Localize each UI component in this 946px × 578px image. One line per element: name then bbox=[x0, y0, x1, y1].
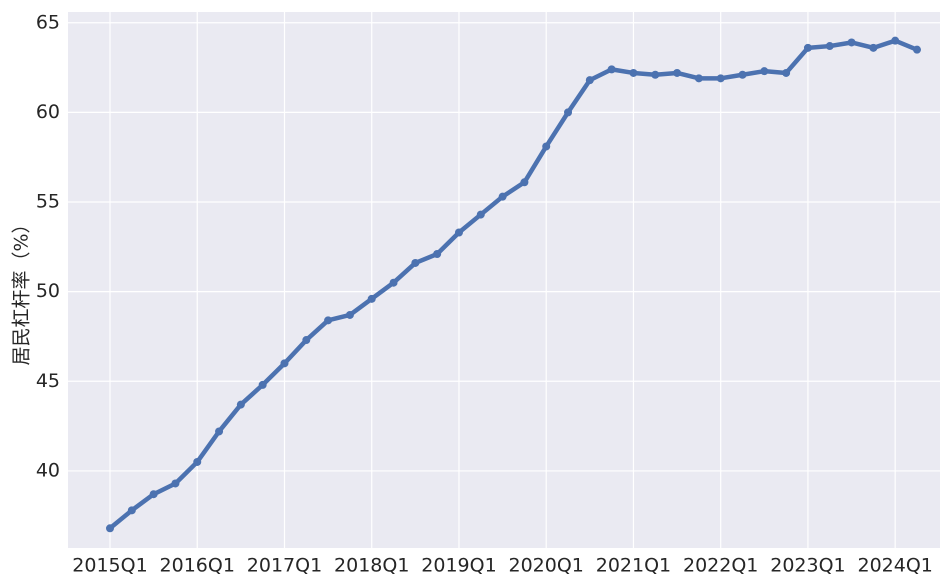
x-tick-label: 2017Q1 bbox=[247, 555, 322, 577]
y-tick-label: 65 bbox=[36, 11, 60, 33]
point bbox=[215, 427, 224, 436]
point bbox=[520, 178, 529, 187]
y-tick-label: 40 bbox=[36, 459, 60, 481]
plot-area bbox=[68, 12, 940, 548]
point bbox=[673, 68, 682, 77]
point bbox=[629, 68, 638, 77]
point bbox=[847, 38, 856, 47]
point bbox=[324, 316, 333, 325]
y-tick-label: 60 bbox=[36, 101, 60, 123]
point bbox=[869, 43, 878, 52]
point bbox=[106, 524, 114, 533]
point bbox=[258, 380, 267, 389]
x-tick-label: 2015Q1 bbox=[72, 555, 147, 577]
x-tick-label: 2024Q1 bbox=[857, 555, 932, 577]
point bbox=[236, 400, 245, 409]
x-tick-label: 2022Q1 bbox=[683, 555, 758, 577]
point bbox=[825, 42, 834, 51]
point bbox=[803, 43, 812, 52]
y-tick-label: 50 bbox=[36, 280, 60, 302]
y-tick-label: 45 bbox=[36, 370, 60, 392]
point bbox=[476, 210, 485, 219]
point bbox=[280, 359, 289, 368]
x-tick-label: 2016Q1 bbox=[160, 555, 235, 577]
x-tick-label: 2023Q1 bbox=[770, 555, 845, 577]
point bbox=[564, 108, 573, 117]
x-tick-label: 2021Q1 bbox=[596, 555, 671, 577]
x-tick-label: 2019Q1 bbox=[421, 555, 496, 577]
point bbox=[738, 70, 747, 79]
point bbox=[585, 76, 594, 85]
point bbox=[345, 310, 354, 319]
point bbox=[127, 506, 136, 515]
point bbox=[542, 142, 551, 151]
point bbox=[411, 258, 420, 267]
y-axis-label: 居民杠杆率（%） bbox=[11, 214, 33, 365]
point bbox=[433, 250, 442, 259]
point bbox=[367, 294, 376, 303]
point bbox=[498, 192, 507, 201]
point bbox=[193, 457, 202, 466]
point bbox=[694, 74, 703, 83]
point bbox=[651, 70, 660, 79]
point bbox=[389, 278, 398, 287]
point bbox=[171, 479, 180, 488]
point bbox=[607, 65, 616, 74]
point bbox=[454, 228, 463, 237]
point bbox=[302, 336, 311, 345]
point bbox=[716, 74, 725, 83]
point bbox=[891, 36, 900, 45]
point bbox=[782, 68, 791, 77]
y-tick-label: 55 bbox=[36, 191, 60, 213]
x-tick-label: 2018Q1 bbox=[334, 555, 409, 577]
point bbox=[913, 45, 921, 54]
point bbox=[760, 67, 769, 76]
point bbox=[149, 490, 158, 499]
x-tick-label: 2020Q1 bbox=[509, 555, 584, 577]
